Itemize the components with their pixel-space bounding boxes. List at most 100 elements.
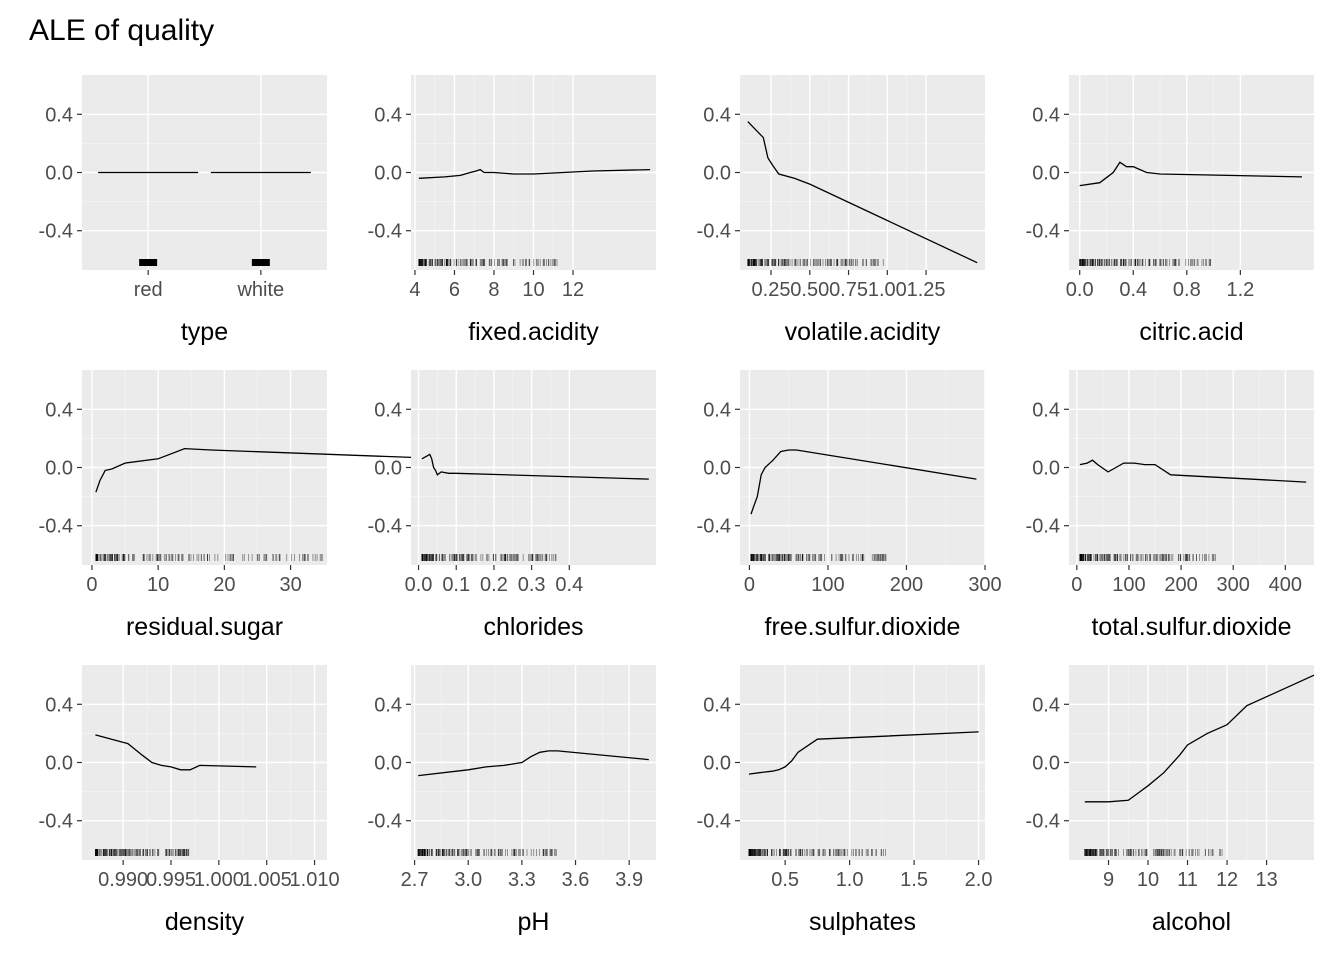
x-axis-label: residual.sugar <box>126 613 283 641</box>
x-tick-label: red <box>134 279 163 301</box>
rug-marks <box>748 849 886 856</box>
x-tick-label: 100 <box>811 574 844 596</box>
x-tick-label: 4 <box>409 279 420 301</box>
y-tick-label: 0.0 <box>703 458 731 480</box>
x-tick-label: 1.010 <box>290 869 340 891</box>
panel-alcohol: -0.4 0.0 0.4 alcohol 9 10 11 12 13 <box>1026 665 1315 936</box>
panel-sulphates: -0.4 0.0 0.4 sulphates 0.5 1.0 1.5 2.0 <box>697 665 992 936</box>
x-tick-label: 0.0 <box>405 574 433 596</box>
x-tick-label: 0.2 <box>480 574 508 596</box>
rug-marks <box>750 554 887 561</box>
ale-line-volatile-acidity <box>747 121 978 264</box>
ale-line-alcohol <box>1084 674 1315 803</box>
y-tick-label: -0.4 <box>368 516 402 538</box>
y-tick-label: 0.4 <box>703 399 731 421</box>
rug-white <box>251 259 270 266</box>
y-tick-label: 0.0 <box>1032 458 1060 480</box>
rug-marks <box>95 849 190 856</box>
rug-marks <box>1084 849 1223 856</box>
x-tick-label: 0.8 <box>1173 279 1201 301</box>
ale-line-ph <box>418 750 649 777</box>
y-tick-label: -0.4 <box>697 221 731 243</box>
y-tick-label: 0.4 <box>374 694 402 716</box>
y-tick-label: 0.0 <box>374 163 402 185</box>
x-axis-label: density <box>165 908 245 936</box>
y-tick-label: -0.4 <box>39 221 73 243</box>
x-tick-label: 1.00 <box>868 279 907 301</box>
x-tick-label: 0 <box>744 574 755 596</box>
x-axis-label: free.sulfur.dioxide <box>765 613 961 641</box>
x-axis-label: total.sulfur.dioxide <box>1091 613 1291 641</box>
y-tick-label: 0.0 <box>45 458 73 480</box>
x-tick-label: 12 <box>1216 869 1238 891</box>
ale-line-fixed-acidity <box>418 168 651 179</box>
y-tick-label: 0.0 <box>1032 753 1060 775</box>
x-tick-label: 1.25 <box>907 279 946 301</box>
x-tick-label: 300 <box>968 574 1001 596</box>
figure-title: ALE of quality <box>29 14 214 47</box>
x-tick-label: 0.5 <box>771 869 799 891</box>
x-tick-label: 20 <box>213 574 235 596</box>
x-tick-label: 13 <box>1255 869 1277 891</box>
x-tick-label: 0.990 <box>98 869 148 891</box>
y-tick-label: 0.4 <box>374 399 402 421</box>
y-tick-label: -0.4 <box>39 811 73 833</box>
x-tick-label: 2.7 <box>401 869 429 891</box>
y-tick-label: -0.4 <box>1026 221 1060 243</box>
ale-line-chlorides <box>421 453 649 480</box>
y-tick-label: -0.4 <box>368 811 402 833</box>
x-tick-label: 200 <box>890 574 923 596</box>
x-tick-label: 0.0 <box>1066 279 1094 301</box>
y-tick-label: 0.4 <box>1032 694 1060 716</box>
ale-line-free-sulfur-dioxide <box>750 449 977 515</box>
x-axis-label: citric.acid <box>1139 318 1243 346</box>
x-tick-label: 1.5 <box>900 869 928 891</box>
x-tick-label: 6 <box>449 279 460 301</box>
y-tick-label: 0.0 <box>45 753 73 775</box>
rug-marks <box>417 849 557 856</box>
x-tick-label: 30 <box>279 574 301 596</box>
x-tick-label: 0.4 <box>555 574 583 596</box>
x-tick-label: 0 <box>86 574 97 596</box>
rug-red <box>139 259 158 266</box>
y-tick-label: 0.0 <box>374 753 402 775</box>
x-tick-label: 0.4 <box>1119 279 1147 301</box>
x-axis-label: pH <box>518 908 550 936</box>
x-tick-label: 10 <box>1137 869 1159 891</box>
x-tick-label: 10 <box>522 279 544 301</box>
x-tick-label: 0.3 <box>518 574 546 596</box>
x-tick-label: 10 <box>147 574 169 596</box>
rug-marks <box>747 259 884 266</box>
rug-marks <box>418 259 558 266</box>
y-tick-label: 0.4 <box>374 104 402 126</box>
y-tick-label: 0.0 <box>703 753 731 775</box>
x-tick-label: 1.005 <box>242 869 292 891</box>
panel-residual-sugar: -0.4 0.0 0.4 residual.sugar 0 10 20 30 <box>39 370 528 641</box>
panel-total-sulfur-dioxide: -0.4 0.0 0.4 total.sulfur.dioxide 0 100 200 300… <box>1026 370 1314 641</box>
ale-line-total-sulfur-dioxide <box>1079 459 1307 483</box>
ale-line-sulphates <box>748 731 979 775</box>
x-tick-label: 3.0 <box>454 869 482 891</box>
x-axis-label: fixed.acidity <box>468 318 599 346</box>
x-tick-label: 100 <box>1112 574 1145 596</box>
y-tick-label: -0.4 <box>368 221 402 243</box>
y-tick-label: -0.4 <box>697 516 731 538</box>
y-tick-label: 0.4 <box>1032 104 1060 126</box>
x-tick-label: 9 <box>1103 869 1114 891</box>
rug-marks <box>421 554 557 561</box>
panel-free-sulfur-dioxide: -0.4 0.0 0.4 free.sulfur.dioxide 0 100 200 300 <box>697 370 1002 641</box>
x-tick-label: 0.25 <box>752 279 791 301</box>
x-tick-label: 400 <box>1269 574 1302 596</box>
y-tick-label: -0.4 <box>1026 516 1060 538</box>
x-tick-label: 0.75 <box>829 279 868 301</box>
ale-line-density <box>95 734 257 771</box>
panel-chlorides: -0.4 0.0 0.4 chlorides 0.0 0.1 0.2 0.3 0.4 <box>368 370 656 641</box>
x-tick-label: 0.1 <box>442 574 470 596</box>
y-tick-label: 0.0 <box>374 458 402 480</box>
x-tick-label: 1.0 <box>836 869 864 891</box>
x-tick-label: 0 <box>1071 574 1082 596</box>
x-axis-label: chlorides <box>483 613 583 641</box>
